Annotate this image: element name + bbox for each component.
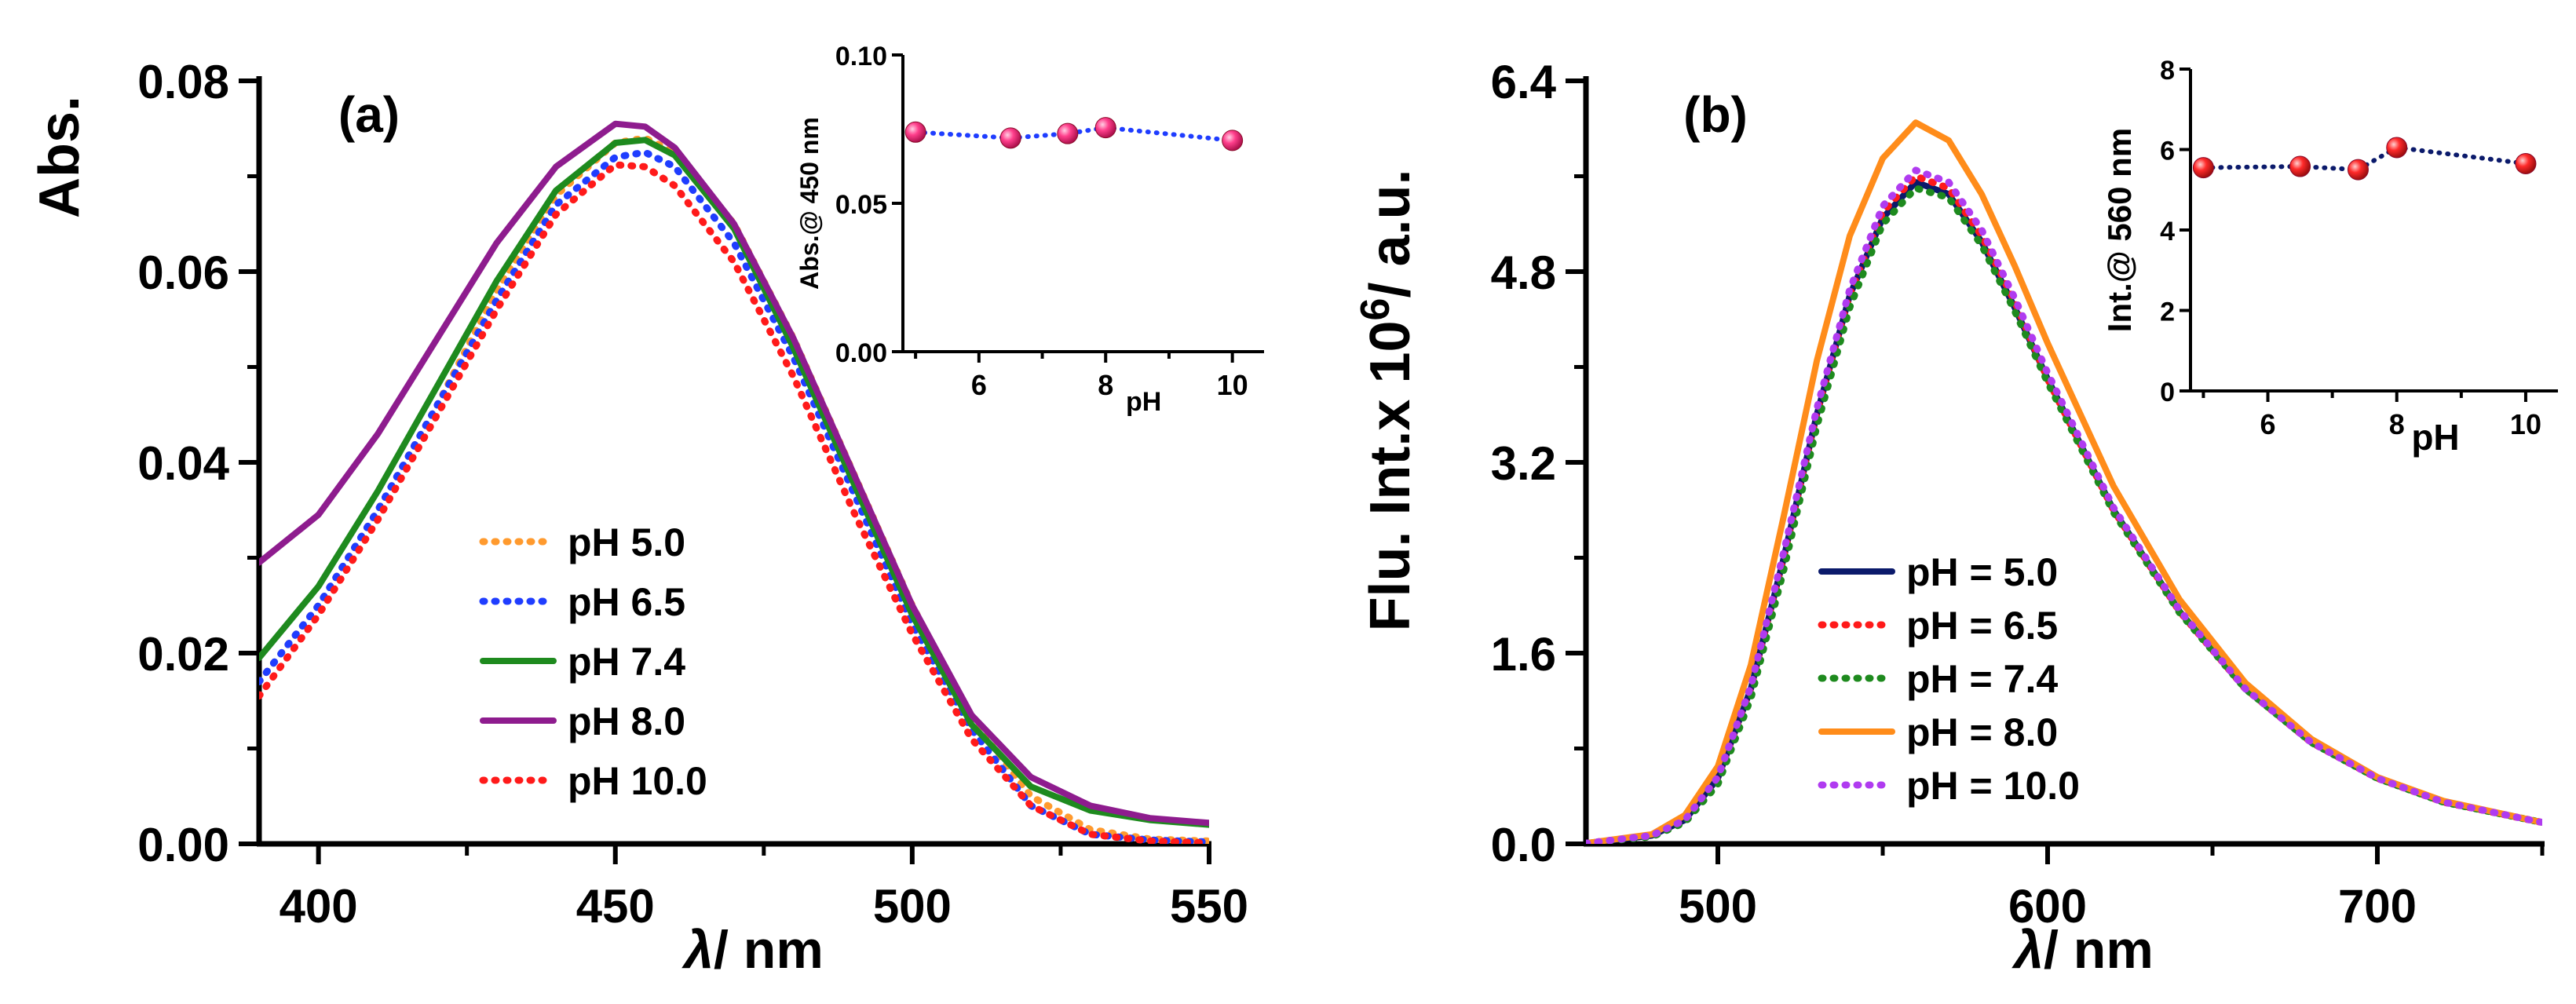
inset-point [2289,155,2311,177]
inset-point [2386,137,2408,159]
series-line [259,161,1209,844]
inset-y-tick-label: 0.10 [835,42,887,71]
y-tick-label: 0.08 [137,56,229,108]
x-axis-title: λ/ nm [2011,920,2154,980]
inset-y-tick-label: 4 [2160,217,2175,246]
y-tick-label: 0.04 [137,437,229,490]
panel-a: 0.00 0.02 0.04 0.06 0.08 400 450 500 550 λ/ nm Abs… [28,42,1264,980]
inset-y-tick-label: 2 [2160,298,2175,327]
panel-label: (b) [1683,86,1748,143]
legend-label: pH = 5.0 [1906,550,2058,594]
y-tick-label: 0.06 [137,246,229,299]
inset-x-axis-title: pH [2411,417,2459,458]
series-line [259,120,1209,827]
inset-y-tick-label: 8 [2160,56,2175,86]
inset-x-tick-label: 10 [2510,408,2541,440]
x-tick-label: 450 [576,880,655,933]
y-tick-label: 1.6 [1491,628,1556,681]
x-tick-label: 500 [873,880,952,933]
inset-x-tick-label: 10 [1217,369,1248,401]
y-axis-title: Abs. [28,96,91,218]
inset-point [2347,159,2369,181]
series-line [259,148,1209,844]
x-axis-title: λ/ nm [681,920,824,980]
y-tick-label: 0.00 [137,819,229,871]
series-line [1586,119,2542,844]
inset-x-tick-label: 6 [2260,408,2276,440]
inset-chart: 0 2 4 6 8 6 8 10 pH Int.@ 560 nm [2101,56,2558,458]
y-tick-label: 3.2 [1491,437,1556,490]
legend-label: pH = 6.5 [1906,604,2058,648]
inset-line [913,125,1235,143]
series-line [259,137,1209,828]
inset-y-tick-label: 0.05 [835,190,887,220]
panel-b: 0.0 1.6 3.2 4.8 6.4 500 600 700 λ/ nm Flu. Int.x … [1353,56,2558,980]
inset-x-tick-label: 8 [2389,408,2405,440]
inset-point [1222,130,1244,152]
inset-point [999,127,1021,149]
inset-y-tick-label: 6 [2160,137,2175,166]
x-tick-label: 600 [2008,880,2087,933]
inset-x-tick-label: 6 [971,369,987,401]
y-tick-label: 6.4 [1491,56,1557,108]
inset-point [904,121,926,143]
inset-x-axis-title: pH [1126,387,1161,417]
legend-label: pH 8.0 [568,699,685,743]
legend-label: pH 6.5 [568,580,685,624]
y-tick-label: 4.8 [1491,246,1556,299]
inset-y-tick-label: 0 [2160,378,2175,407]
legend-label: pH 10.0 [568,759,707,803]
legend-label: pH 7.4 [568,640,685,684]
legend-label: pH = 7.4 [1906,657,2058,701]
inset-chart: 0.00 0.05 0.10 6 8 10 pH Abs.@ 450 nm [795,42,1264,417]
inset-y-axis-title: Int.@ 560 nm [2101,128,2138,332]
inset-y-tick-label: 0.00 [835,338,887,368]
y-tick-label: 0.02 [137,628,229,681]
x-tick-label: 500 [1679,880,1757,933]
y-axis-title: Flu. Int.x 106/ a.u. [1353,169,1422,631]
legend-label: pH = 10.0 [1906,764,2080,808]
legend-label: pH = 8.0 [1906,710,2058,754]
series-line [1586,166,2542,844]
panel-label: (a) [338,86,400,143]
inset-point [1057,122,1079,144]
y-tick-label: 0.0 [1491,819,1556,871]
legend-label: pH 5.0 [568,520,685,564]
x-tick-label: 550 [1170,880,1248,933]
inset-point [2192,157,2214,179]
inset-x-tick-label: 8 [1098,369,1113,401]
inset-point [1094,117,1116,139]
inset-point [2515,152,2537,174]
x-tick-label: 700 [2338,880,2417,933]
inset-y-axis-title: Abs.@ 450 nm [795,117,824,290]
x-tick-label: 400 [280,880,358,933]
